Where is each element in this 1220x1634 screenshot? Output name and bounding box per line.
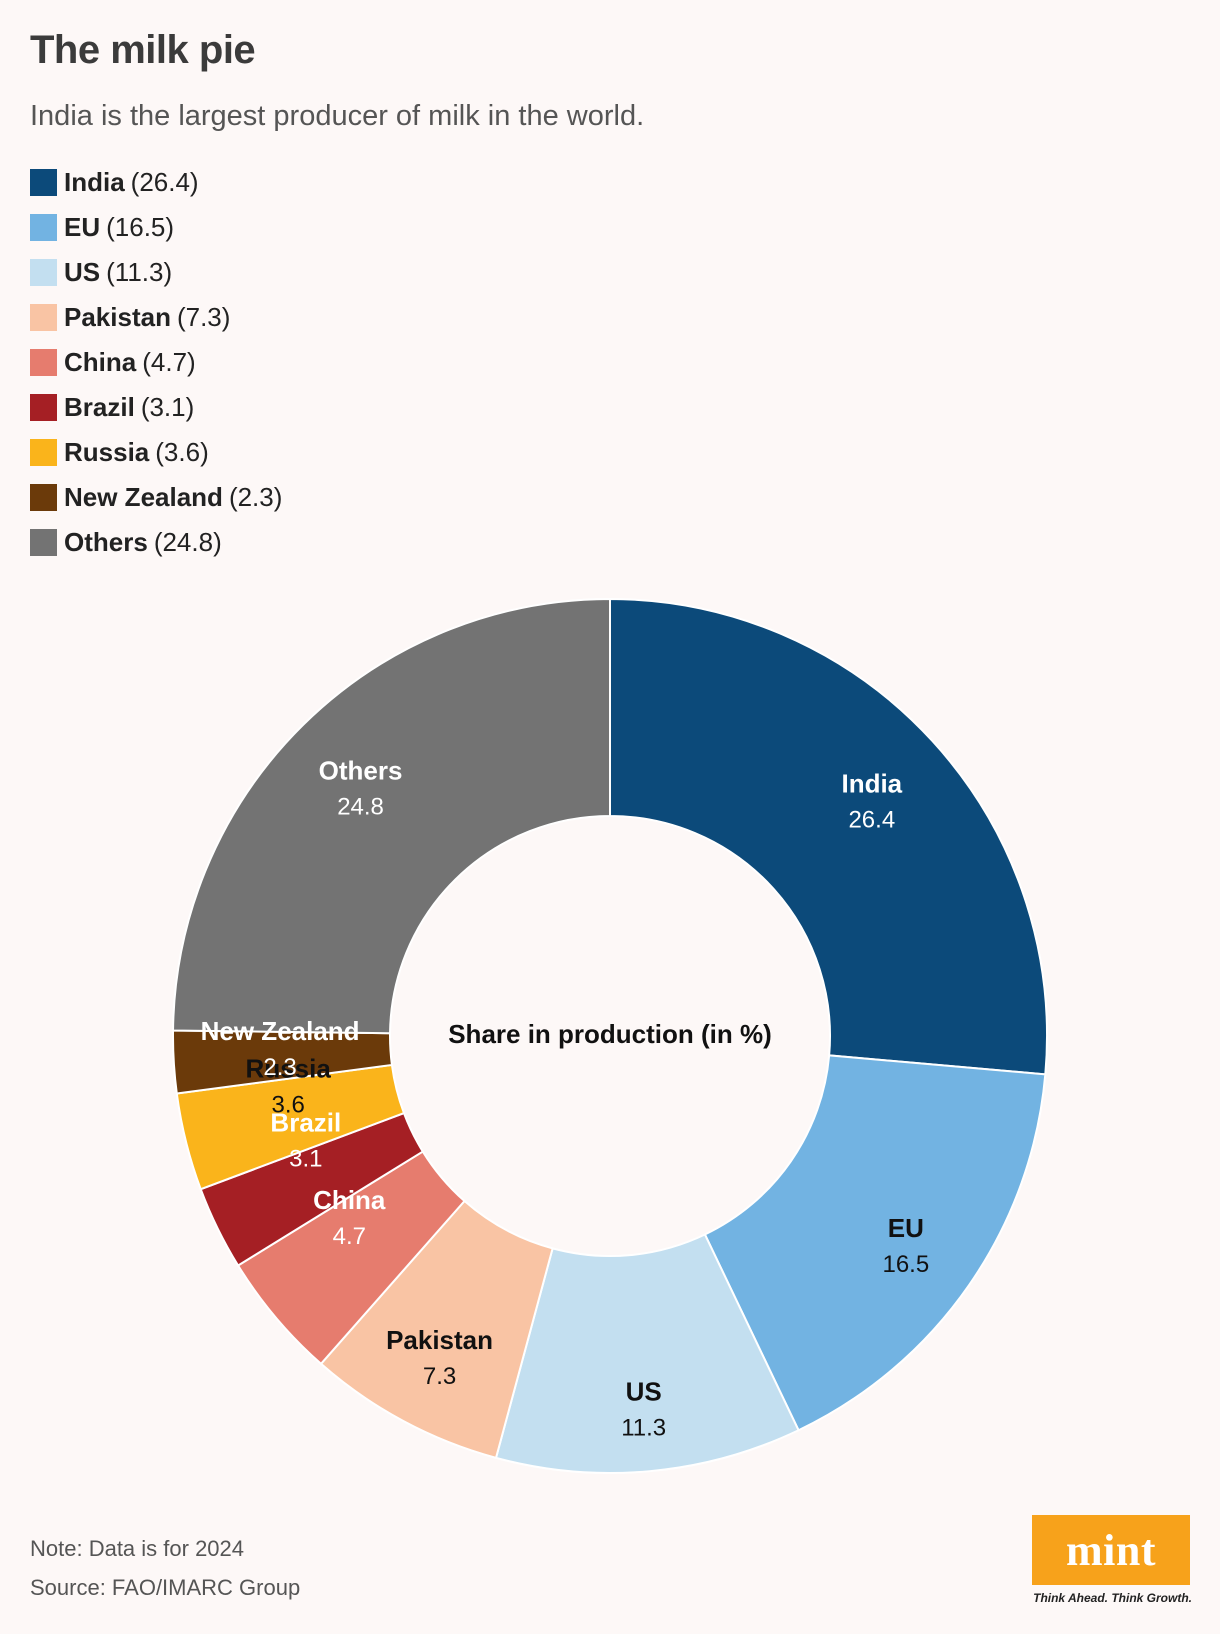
legend: India (26.4) EU (16.5) US (11.3) Pakistan (7.3)… [30,160,282,565]
slice-value-russia: 3.6 [272,1091,305,1118]
logo-word: mint [1066,1525,1156,1575]
source: Source: FAO/IMARC Group [30,1575,301,1600]
slice-label-china: China [313,1185,386,1215]
slice-eu [703,1054,1047,1432]
legend-label: China [64,347,137,377]
legend-swatch [30,484,57,511]
slice-others [172,597,611,1035]
slice-value-brazil: 3.1 [289,1145,322,1172]
legend-item-us: US (11.3) [30,250,282,295]
slice-label-others: Others [319,755,403,785]
legend-item-brazil: Brazil (3.1) [30,385,282,430]
center-label: Share in production (in %) [448,1019,772,1049]
logo-tagline: Think Ahead. Think Growth. [1033,1591,1192,1605]
note: Note: Data is for 2024 [30,1536,245,1561]
legend-item-eu: EU (16.5) [30,205,282,250]
mint-logo: mint [1032,1515,1190,1585]
slice-value-new-zealand: 2.3 [263,1054,296,1081]
legend-label: Others [64,527,148,557]
slice-label-brazil: Brazil [270,1107,341,1137]
slice-value-china: 4.7 [333,1223,366,1250]
legend-swatch [30,394,57,421]
legend-label: US [64,257,101,287]
legend-item-others: Others (24.8) [30,520,282,565]
slice-label-us: US [626,1376,662,1406]
legend-value: (3.1) [140,392,195,422]
slice-value-eu: 16.5 [882,1251,929,1278]
legend-value: (7.3) [176,302,231,332]
legend-item-pakistan: Pakistan (7.3) [30,295,282,340]
legend-label: Russia [64,437,150,467]
slice-value-pakistan: 7.3 [423,1363,456,1390]
legend-value: (4.7) [142,347,196,377]
legend-value: (26.4) [130,167,199,197]
legend-value: (3.6) [155,437,209,467]
legend-label: New Zealand [64,482,223,512]
slice-label-india: India [841,768,902,798]
chart-title: The milk pie [30,28,256,72]
slice-value-others: 24.8 [337,793,384,820]
legend-value: (24.8) [153,527,222,557]
chart-subtitle: India is the largest producer of milk in… [30,100,645,132]
legend-value: (16.5) [106,212,175,242]
legend-swatch [30,439,57,466]
legend-item-new-zealand: New Zealand (2.3) [30,475,282,520]
slice-label-new-zealand: New Zealand [201,1016,360,1046]
slice-value-us: 11.3 [621,1414,666,1441]
legend-swatch [30,304,57,331]
slice-value-india: 26.4 [848,806,895,833]
legend-swatch [30,214,57,241]
slice-label-pakistan: Pakistan [386,1325,493,1355]
slice-india [609,597,1048,1076]
legend-label: Pakistan [64,302,171,332]
legend-item-china: China (4.7) [30,340,282,385]
legend-label: India [64,167,125,197]
legend-value: (2.3) [228,482,283,512]
legend-swatch [30,169,57,196]
legend-swatch [30,349,57,376]
slice-us [494,1233,800,1474]
legend-label: Brazil [64,392,135,422]
legend-value: (11.3) [106,257,173,287]
slice-label-russia: Russia [246,1053,332,1083]
legend-item-india: India (26.4) [30,160,282,205]
slice-label-eu: EU [888,1213,924,1243]
legend-swatch [30,529,57,556]
legend-item-russia: Russia (3.6) [30,430,282,475]
legend-swatch [30,259,57,286]
legend-label: EU [64,212,101,242]
